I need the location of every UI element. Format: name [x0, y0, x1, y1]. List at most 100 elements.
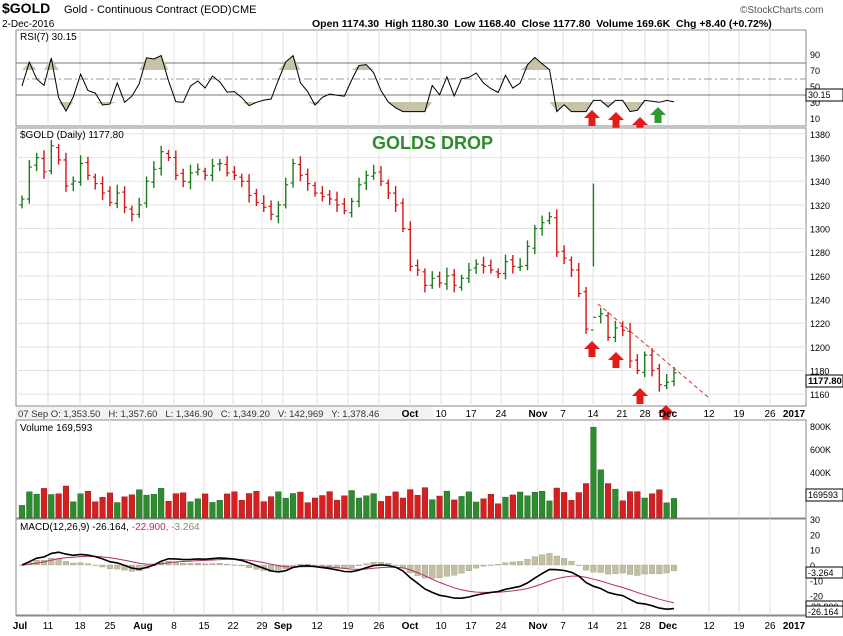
volume-bar [502, 496, 509, 519]
x-tick-label: 14 [587, 621, 599, 632]
volume-bar [172, 493, 179, 519]
bottom-x-axis: Jul 11 18 25 Aug 8 15 22 29 Sep 12 19 26 Oct 10 17 24 Nov… [13, 615, 806, 632]
volume-bar [18, 505, 26, 519]
macd-histogram-bar [531, 556, 538, 566]
x-tick-label: 12 [703, 621, 715, 632]
x-tick-label: 14 [587, 409, 599, 420]
macd-histogram-bar [312, 564, 319, 566]
macd-current-badges: -3.264 -22.900 -26.164 [805, 566, 843, 618]
volume-bar [363, 495, 370, 519]
price-tick-label: 1160 [810, 390, 829, 400]
volume-bar [158, 488, 165, 519]
x-tick-label: Nov [529, 409, 548, 420]
macd-histogram-bar [663, 564, 670, 574]
price-arrows [584, 341, 674, 421]
volume-bar [436, 495, 443, 519]
ohlc-bar [56, 144, 62, 165]
ohlc-bar [503, 254, 509, 280]
macd-histogram-bar [656, 564, 663, 575]
ohlc-bar [671, 366, 677, 387]
x-tick-label: 24 [495, 409, 507, 420]
ohlc-bar [620, 321, 626, 337]
volume-bar [414, 495, 421, 519]
ohlc-bar [290, 158, 296, 188]
macd-histogram-bar [319, 564, 326, 566]
macd-histogram-bar [553, 555, 560, 566]
chart-annotation: GOLDS DROP [372, 133, 493, 153]
price-tick-label: 1380 [810, 130, 830, 140]
ohlc-bar [151, 161, 157, 189]
x-tick-label: 19 [733, 409, 745, 420]
macd-histogram-bar [451, 564, 458, 576]
macd-label-main: MACD(12,26,9) -26.164, [20, 522, 129, 533]
macd-histogram-bar [99, 564, 106, 568]
macd-histogram-bar [370, 562, 377, 566]
x-tick-label: 11 [43, 621, 54, 632]
macd-histogram-bar [546, 553, 553, 566]
volume-bar [583, 483, 590, 519]
price-tick-label: 1300 [810, 225, 830, 235]
macd-line [21, 551, 675, 611]
x-tick-label: Sep [274, 621, 292, 632]
up-arrow-icon [632, 117, 648, 133]
macd-histogram-bar [114, 564, 121, 570]
ohlc-bar [136, 197, 142, 218]
volume-bar [224, 493, 231, 519]
ohlc-bar [48, 139, 54, 175]
volume-bar [194, 498, 201, 519]
volume-bar [150, 494, 157, 519]
brand-label[interactable]: ©StockCharts.com [740, 5, 824, 16]
trendline [597, 303, 709, 398]
ohlc-bar [451, 269, 457, 293]
macd-histogram-bar [304, 564, 311, 566]
ohlc-bar [224, 156, 230, 177]
macd-histogram-bar [583, 564, 590, 571]
volume-bar [304, 502, 311, 519]
ohlc-bar [261, 195, 267, 212]
x-tick-label: 2017 [783, 621, 806, 632]
ohlc-bar [649, 348, 655, 377]
volume-bar [429, 499, 436, 519]
price-tick-label: 1200 [810, 343, 830, 353]
up-arrow-icon [584, 110, 600, 126]
ohlc-bar [246, 174, 252, 203]
volume-bar [40, 488, 47, 519]
volume-bar [553, 487, 560, 519]
volume-bar [627, 491, 634, 519]
exchange-label: CME [232, 4, 256, 16]
volume-bar [62, 485, 69, 519]
ohlc-bar [319, 185, 325, 202]
volume-bar [268, 496, 275, 519]
volume-bar [670, 498, 677, 519]
macd-histogram-bar [612, 564, 619, 574]
volume-bar [392, 491, 399, 519]
macd-histogram-bar [246, 564, 253, 568]
rsi-line [21, 54, 675, 113]
macd-label: MACD(12,26,9) -26.164, -22.900, -3.264 [20, 522, 200, 533]
volume-bars [18, 426, 677, 519]
volume-bar [290, 493, 297, 519]
macd-histogram-bar [605, 564, 612, 575]
up-arrow-icon [608, 352, 624, 368]
volume-bar [209, 502, 216, 519]
instrument-name: Gold - Continuous Contract (EOD) [64, 4, 232, 16]
volume-bar [84, 491, 91, 519]
x-tick-label: Aug [133, 621, 152, 632]
macd-histogram-bar [443, 564, 450, 577]
x-tick-label: 12 [311, 621, 323, 632]
x-tick-label: 19 [733, 621, 745, 632]
rsi-panel: RSI(7) 30.15 90 70 50 30 10 30.15 [15, 29, 843, 133]
price-tick-label: 1340 [810, 177, 830, 187]
ohlc-bar [305, 168, 311, 191]
volume-bar [495, 503, 502, 519]
volume-panel: Volume 169,593 800K600K400K200K 169593 [15, 419, 843, 519]
volume-current-value: 169593 [808, 490, 838, 500]
x-tick-label: Nov [529, 621, 548, 632]
macd-tick-label: 30 [810, 515, 820, 525]
ohlc-bar [312, 181, 318, 197]
x-tick-label: Jul [13, 621, 28, 632]
status-bar-bg [16, 407, 434, 419]
x-tick-label: 26 [764, 409, 776, 420]
ohlc-bar [100, 176, 106, 201]
volume-bar [202, 493, 209, 519]
